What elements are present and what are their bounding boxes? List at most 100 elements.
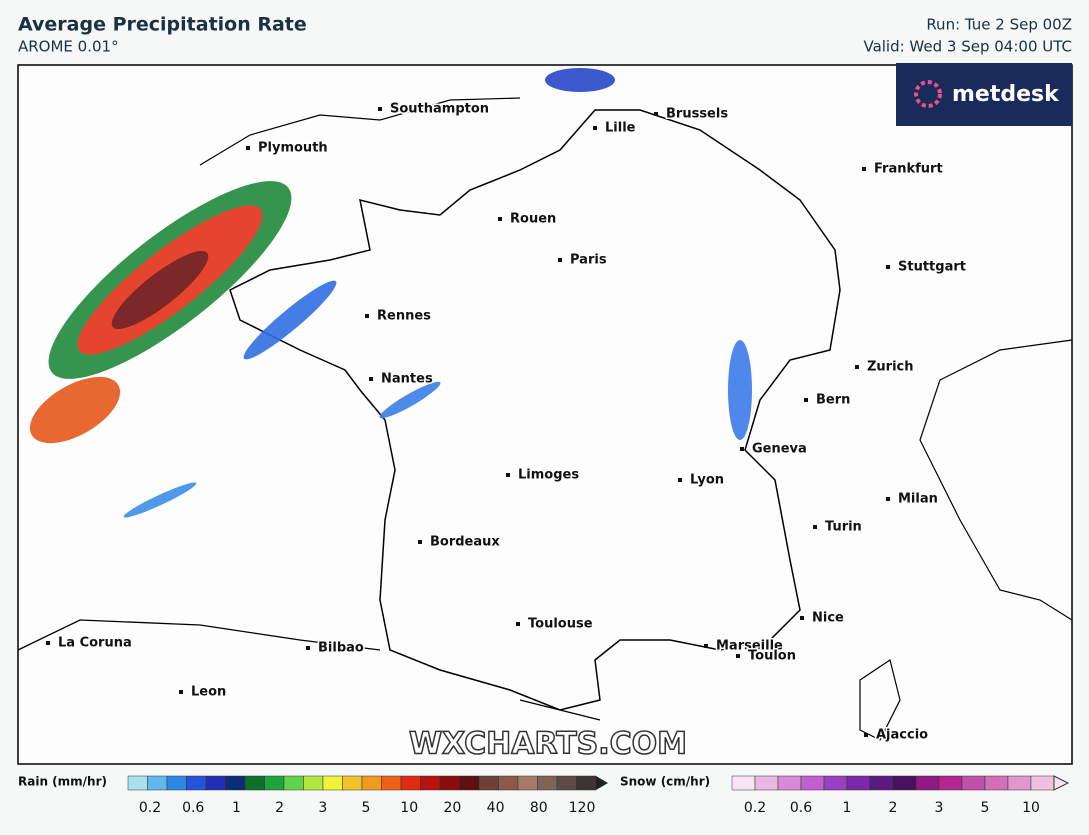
city-label: Zurich [867,360,914,375]
city-label: Paris [570,253,607,268]
snow-swatch [731,775,756,791]
snow-tick: 2 [889,800,898,816]
rain-swatch [205,775,226,791]
rain-tick: 0.2 [139,800,161,816]
city-marker [704,644,708,648]
run-time: Run: Tue 2 Sep 00Z [926,16,1072,34]
city-marker [886,265,890,269]
snow-swatch [800,775,825,791]
snow-swatch [915,775,940,791]
city-label: Stuttgart [898,260,966,275]
rain-swatch [166,775,187,791]
city-marker [365,314,369,318]
city-label: Bilbao [318,641,364,656]
snow-tick: 1 [843,800,852,816]
rain-swatch [400,775,421,791]
city-label: Ajaccio [876,728,928,743]
rain-swatch [556,775,577,791]
snow-tick: 10 [1022,800,1040,816]
city-label: Geneva [752,442,807,457]
city-label: Lille [605,121,636,136]
snow-swatch [1007,775,1032,791]
city-marker [804,398,808,402]
rain-swatch [186,775,207,791]
snow-swatch [892,775,917,791]
city-label: Toulouse [528,617,593,632]
rain-swatch [303,775,324,791]
city-label: Nice [812,611,844,626]
snow-tick: 5 [981,800,990,816]
subtitle: AROME 0.01° [18,38,119,56]
brand: metdesk [952,82,1060,107]
rain-swatch [342,775,363,791]
rain-tick: 1 [232,800,241,816]
city-marker [736,654,740,658]
city-marker [800,616,804,620]
city-label: Frankfurt [874,162,943,177]
city-marker [46,641,50,645]
city-marker [886,497,890,501]
city-marker [654,112,658,116]
city-label: Brussels [666,107,728,122]
city-label: Limoges [518,468,579,483]
rain-swatch [127,775,148,791]
city-label: Toulon [748,649,796,664]
city-marker [306,646,310,650]
rain-swatch [478,775,499,791]
city-marker [179,690,183,694]
city-marker [418,540,422,544]
snow-swatch [984,775,1009,791]
rain-legend-label: Rain (mm/hr) [18,775,107,789]
snow-swatch [1030,775,1055,791]
valid-time: Valid: Wed 3 Sep 04:00 UTC [863,38,1072,56]
rain-tick: 0.6 [182,800,204,816]
rain-tick: 80 [530,800,548,816]
snow-arrow [1053,775,1070,791]
rain-swatch [420,775,441,791]
rain-swatch [244,775,265,791]
snow-tick: 0.2 [744,800,766,816]
rain-swatch [381,775,402,791]
city-marker [369,377,373,381]
city-label: Plymouth [258,141,328,156]
city-label: Rouen [510,212,556,227]
snow-swatch [823,775,848,791]
city-marker [813,525,817,529]
city-label: Turin [825,520,862,535]
snow-swatch [869,775,894,791]
rain-tick: 40 [487,800,505,816]
city-marker [246,146,250,150]
rain-swatch [322,775,343,791]
rain-swatch [439,775,460,791]
city-label: Bordeaux [430,535,500,550]
rain-swatch [361,775,382,791]
rain-swatch [517,775,538,791]
rain-swatch [576,775,597,791]
city-marker [593,126,597,130]
city-label: Southampton [390,102,489,117]
rain-tick: 120 [569,800,596,816]
rain-swatch [225,775,246,791]
snow-legend-label: Snow (cm/hr) [620,775,710,789]
city-label: Bern [816,393,850,408]
rain-arrow [596,776,608,790]
map: WXCHARTS.COM metdesk [17,63,1073,765]
city-marker [516,622,520,626]
rain-swatch [537,775,558,791]
snow-swatch [938,775,963,791]
rain-swatch [498,775,519,791]
watermark: WXCHARTS.COM [409,727,687,762]
snow-swatch [777,775,802,791]
snow-swatch [846,775,871,791]
city-label: Marseille [716,639,783,654]
city-marker [378,107,382,111]
city-marker [506,473,510,477]
rain-tick: 5 [362,800,371,816]
rain-tick: 10 [400,800,418,816]
snow-tick: 0.6 [790,800,812,816]
rain-tick: 20 [443,800,461,816]
title: Average Precipitation Rate [18,14,307,36]
city-marker [678,478,682,482]
